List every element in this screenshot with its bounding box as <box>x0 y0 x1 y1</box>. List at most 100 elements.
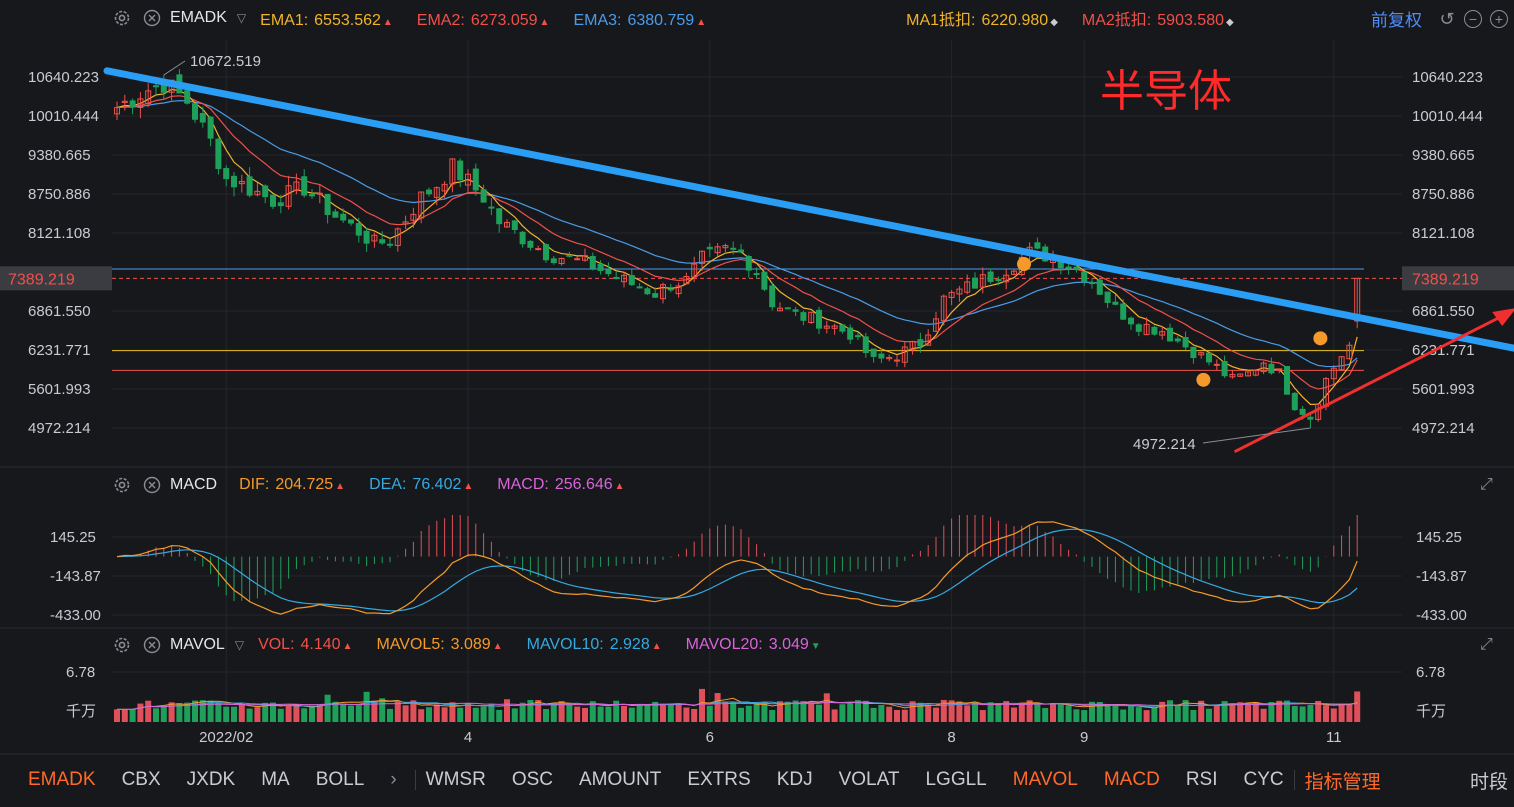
chevron-right-icon[interactable]: › <box>390 769 397 790</box>
tab-amount[interactable]: AMOUNT <box>579 769 662 790</box>
period-button[interactable]: 时段 <box>1469 771 1508 793</box>
volume-bar <box>730 702 737 722</box>
candle-body <box>488 206 495 209</box>
candle-body <box>823 325 830 329</box>
volume-bar <box>270 702 276 722</box>
tab-emadk[interactable]: EMADK <box>28 769 96 790</box>
expand-icon[interactable]: ⤢ <box>1480 476 1493 493</box>
volume-bar <box>363 691 370 722</box>
candle-body <box>667 288 674 291</box>
volume-bar <box>691 708 698 722</box>
candle-body <box>582 255 588 261</box>
indicator-manage-button[interactable]: 指标管理 <box>1304 771 1381 793</box>
candle-body <box>1182 337 1189 348</box>
candle-body <box>777 307 783 312</box>
candle-body <box>1159 331 1166 336</box>
candle-body <box>1245 371 1251 377</box>
zoom-in-icon[interactable]: + <box>1490 9 1508 28</box>
indicator-name[interactable]: MAVOL <box>170 636 225 653</box>
reset-icon[interactable]: ↺ <box>1439 8 1455 29</box>
close-icon[interactable] <box>142 8 162 28</box>
tab-wmsr[interactable]: WMSR <box>425 769 486 790</box>
tab-osc[interactable]: OSC <box>511 769 553 790</box>
candle-body <box>293 181 300 191</box>
expand-icon[interactable]: ⤢ <box>1480 636 1493 653</box>
candle-body <box>355 223 362 236</box>
candle-body <box>270 194 276 207</box>
tab-volat[interactable]: VOLAT <box>838 769 900 790</box>
macd-y-label-left: 145.25 <box>50 529 96 546</box>
volume-bar <box>605 706 612 722</box>
candle-body <box>254 190 261 196</box>
volume-bar <box>597 706 604 722</box>
close-icon[interactable] <box>142 635 162 655</box>
zoom-out-icon[interactable]: − <box>1464 9 1482 28</box>
candle-body <box>1229 373 1236 378</box>
arrow-up-icon: ▲ <box>539 17 550 28</box>
tab-extrs[interactable]: EXTRS <box>687 769 751 790</box>
tab-cbx[interactable]: CBX <box>121 769 161 790</box>
volume-bar <box>293 705 300 722</box>
arrow-up-icon: ▲ <box>651 641 662 652</box>
candle-body <box>862 336 869 354</box>
volume-bar <box>480 706 487 722</box>
chevron-down-icon[interactable]: ▽ <box>236 11 247 25</box>
volume-bar <box>231 706 237 722</box>
tab-mavol[interactable]: MAVOL <box>1012 769 1078 790</box>
volume-bar <box>153 708 159 722</box>
y-tick-label-right: 8121.108 <box>1412 225 1475 242</box>
volume-bar <box>1307 705 1314 722</box>
candle-body <box>246 176 253 196</box>
candle-body <box>831 325 838 329</box>
indicator-name[interactable]: EMADK <box>170 9 227 26</box>
gear-icon[interactable] <box>112 8 132 28</box>
candle-body <box>800 312 807 321</box>
candle-body <box>995 279 1002 282</box>
tab-macd[interactable]: MACD <box>1103 769 1160 790</box>
volume-bar <box>488 703 495 722</box>
volume-bar <box>613 700 620 722</box>
volume-bar <box>964 705 971 722</box>
volume-bar <box>309 707 315 722</box>
tab-jxdk[interactable]: JXDK <box>186 769 236 790</box>
fuquan-button[interactable]: 前复权 <box>1371 11 1422 30</box>
close-icon[interactable] <box>142 475 162 495</box>
ema3-line <box>116 100 1358 368</box>
volume-bar <box>1167 700 1173 722</box>
volume-bar <box>535 700 542 722</box>
field-value: 6553.562 <box>314 12 381 29</box>
volume-bar <box>1065 705 1072 722</box>
volume-bar <box>246 708 253 722</box>
chevron-down-icon[interactable]: ▽ <box>234 638 245 652</box>
volume-bar <box>285 704 292 722</box>
candle-body <box>215 138 222 170</box>
gear-icon[interactable] <box>112 635 132 655</box>
candle-body <box>277 202 284 207</box>
gear-icon[interactable] <box>112 475 132 495</box>
indicator-values: DIF: 204.725 ▲ DEA: 76.402 ▲ MACD: 256.646 ▲ <box>239 476 648 494</box>
low-label-leader <box>1202 427 1311 444</box>
candle-body <box>410 213 417 221</box>
indicator-name[interactable]: MACD <box>170 476 218 493</box>
tab-lggll[interactable]: LGGLL <box>925 769 987 790</box>
tab-rsi[interactable]: RSI <box>1185 769 1218 790</box>
current-price-label-left: 7389.219 <box>8 271 75 288</box>
volume-bar <box>1190 709 1197 722</box>
candle-body <box>636 286 643 289</box>
tab-cyc[interactable]: CYC <box>1243 769 1284 790</box>
chart-canvas[interactable]: 10640.223 10640.223 10010.444 10010.444 9380… <box>0 0 1514 760</box>
candle-body <box>511 220 518 231</box>
candle-body <box>979 274 986 288</box>
candle-body <box>870 348 877 357</box>
peak-marker-icon <box>1017 257 1031 272</box>
candle-body <box>1276 368 1283 371</box>
volume-bar <box>901 709 908 722</box>
tab-kdj[interactable]: KDJ <box>776 769 813 790</box>
y-tick-label-right: 10640.223 <box>1412 69 1483 86</box>
vol-unit-label-left: 千万 <box>66 703 96 720</box>
tab-boll[interactable]: BOLL <box>315 769 365 790</box>
volume-bar <box>1174 705 1181 722</box>
tab-ma[interactable]: MA <box>261 769 290 790</box>
indicator-values: VOL: 4.140 ▲ MAVOL5: 3.089 ▲ MAVOL10: 2.928 ▲ MAV… <box>258 636 845 654</box>
diamond-icon: ◆ <box>1050 17 1058 28</box>
